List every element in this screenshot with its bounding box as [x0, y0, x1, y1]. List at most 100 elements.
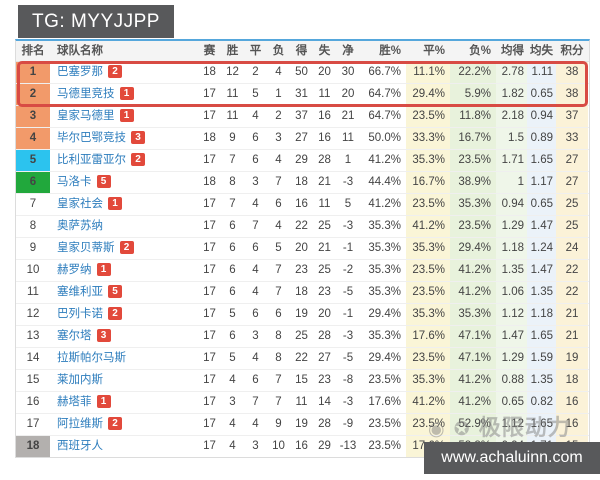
column-header-5: 负	[272, 45, 285, 57]
goals-for-cell: 20	[295, 242, 308, 254]
streak-badge: 1	[119, 109, 134, 122]
team-cell: 皇家贝蒂斯 2	[50, 238, 198, 259]
loss-pct-cell: 38.9%	[450, 172, 496, 193]
avg-goals-for-cell: 1.82	[496, 84, 527, 105]
draws-cell: 4	[252, 198, 259, 210]
column-header-13: 均失	[530, 45, 553, 57]
rank-cell: 16	[26, 396, 40, 408]
avg-goals-against-cell: 1.47	[527, 216, 556, 237]
column-header-1: 球队名称	[57, 45, 103, 57]
goals-against-cell: 28	[318, 154, 331, 166]
goals-against-cell: 28	[318, 330, 331, 342]
goals-against-cell: 28	[318, 418, 331, 430]
column-header-4: 平	[249, 45, 262, 57]
losses-cell: 7	[275, 396, 282, 408]
avg-goals-for-cell: 1.29	[496, 348, 527, 369]
team-cell: 阿拉维斯 2	[50, 414, 198, 435]
wins-cell: 5	[229, 308, 236, 320]
played-cell: 17	[203, 374, 216, 386]
draws-cell: 4	[252, 352, 259, 364]
team-link[interactable]: 阿拉维斯	[57, 418, 103, 430]
team-link[interactable]: 皇家马德里	[57, 110, 115, 122]
draws-cell: 6	[252, 308, 259, 320]
rank-cell: 6	[16, 172, 50, 193]
loss-pct-cell: 52.9%	[450, 414, 496, 435]
team-link[interactable]: 塞尔塔	[57, 330, 92, 342]
goals-for-cell: 27	[295, 132, 308, 144]
avg-goals-against-cell: 0.94	[527, 106, 556, 127]
team-link[interactable]: 赫塔菲	[57, 396, 92, 408]
played-cell: 17	[203, 110, 216, 122]
draw-pct-cell: 41.2%	[406, 392, 450, 413]
team-link[interactable]: 皇家社会	[57, 198, 103, 210]
table-row: 2 马德里竞技 1 17 11 5 1 31 11 20 64.7% 29.4% 5.9% 1.82 0.6…	[16, 84, 589, 106]
goal-diff-cell: 11	[342, 132, 354, 144]
table-row: 14 拉斯帕尔马斯 17 5 4 8 22 27 -5 29.4% 23.5% 47.1% 1.29 1.…	[16, 348, 589, 370]
goals-for-cell: 15	[295, 374, 308, 386]
table-row: 15 莱加内斯 17 4 6 7 15 23 -8 23.5% 35.3% 41.2% 0.88 1.35…	[16, 370, 589, 392]
avg-goals-for-cell: 1.29	[496, 216, 527, 237]
column-header-0: 排名	[21, 45, 45, 57]
goals-against-cell: 25	[318, 220, 331, 232]
team-cell: 比利亚雷亚尔 2	[50, 150, 198, 171]
wins-cell: 6	[229, 330, 236, 342]
team-link[interactable]: 马洛卡	[57, 176, 92, 188]
avg-goals-against-cell: 1.35	[527, 370, 556, 391]
rank-cell: 14	[26, 352, 40, 364]
streak-badge: 1	[96, 263, 111, 276]
team-link[interactable]: 塞维利亚	[57, 286, 103, 298]
points-cell: 38	[556, 84, 588, 105]
win-pct-cell: 35.3%	[368, 330, 401, 342]
avg-goals-against-cell: 1.65	[527, 150, 556, 171]
table-row: 16 赫塔菲 1 17 3 7 7 11 14 -3 17.6% 41.2% 41.2% 0.65 0.82…	[16, 392, 589, 414]
table-header-row: 排名 球队名称 赛胜平负得失净 胜% 平% 负% 均得 均失 积分	[16, 41, 589, 62]
avg-goals-against-cell: 0.65	[527, 84, 556, 105]
draw-pct-cell: 23.5%	[406, 348, 450, 369]
team-link[interactable]: 巴塞罗那	[57, 66, 103, 78]
draws-cell: 3	[252, 440, 259, 452]
draws-cell: 5	[252, 88, 259, 100]
wins-cell: 11	[226, 110, 239, 122]
avg-goals-for-cell: 1.35	[496, 260, 527, 281]
table-row: 13 塞尔塔 3 17 6 3 8 25 28 -3 35.3% 17.6% 47.1% 1.47 1.65…	[16, 326, 589, 348]
team-link[interactable]: 比利亚雷亚尔	[57, 154, 126, 166]
team-cell: 毕尔巴鄂竞技 3	[50, 128, 198, 149]
team-link[interactable]: 皇家贝蒂斯	[57, 242, 115, 254]
losses-cell: 4	[275, 66, 282, 78]
points-cell: 25	[556, 194, 588, 215]
streak-badge: 5	[96, 175, 111, 188]
avg-goals-for-cell: 2.18	[496, 106, 527, 127]
win-pct-cell: 41.2%	[368, 198, 401, 210]
loss-pct-cell: 41.2%	[450, 282, 496, 303]
played-cell: 17	[203, 418, 216, 430]
avg-goals-against-cell: 1.17	[527, 172, 556, 193]
team-link[interactable]: 赫罗纳	[57, 264, 92, 276]
wins-cell: 9	[229, 132, 236, 144]
rank-cell: 2	[16, 84, 50, 105]
column-header-11: 负%	[469, 45, 491, 57]
goal-diff-cell: -1	[342, 308, 354, 320]
rank-cell: 9	[29, 242, 37, 254]
column-header-3: 胜	[226, 45, 239, 57]
team-link[interactable]: 马德里竞技	[57, 88, 115, 100]
avg-goals-against-cell: 0.82	[527, 392, 556, 413]
rank-cell: 3	[16, 106, 50, 127]
goals-against-cell: 23	[318, 286, 331, 298]
goal-diff-cell: -8	[342, 374, 354, 386]
team-link[interactable]: 拉斯帕尔马斯	[57, 352, 126, 364]
team-link[interactable]: 莱加内斯	[57, 374, 103, 386]
avg-goals-for-cell: 2.78	[496, 62, 527, 83]
rank-cell: 12	[26, 308, 40, 320]
points-cell: 25	[556, 216, 588, 237]
league-standings-table: 排名 球队名称赛胜平负得失净胜% 平% 负% 均得 均失 积分 1 巴塞罗那 2 18 12 2 4 50…	[15, 39, 590, 458]
team-link[interactable]: 奥萨苏纳	[57, 220, 103, 232]
losses-cell: 6	[275, 198, 282, 210]
team-link[interactable]: 西班牙人	[57, 440, 103, 452]
avg-goals-for-cell: 1.12	[496, 414, 527, 435]
goals-for-cell: 11	[295, 396, 308, 408]
team-link[interactable]: 毕尔巴鄂竞技	[57, 132, 126, 144]
team-link[interactable]: 巴列卡诺	[57, 308, 103, 320]
draw-pct-cell: 41.2%	[406, 216, 450, 237]
avg-goals-against-cell: 0.89	[527, 128, 556, 149]
streak-badge: 3	[131, 131, 145, 144]
